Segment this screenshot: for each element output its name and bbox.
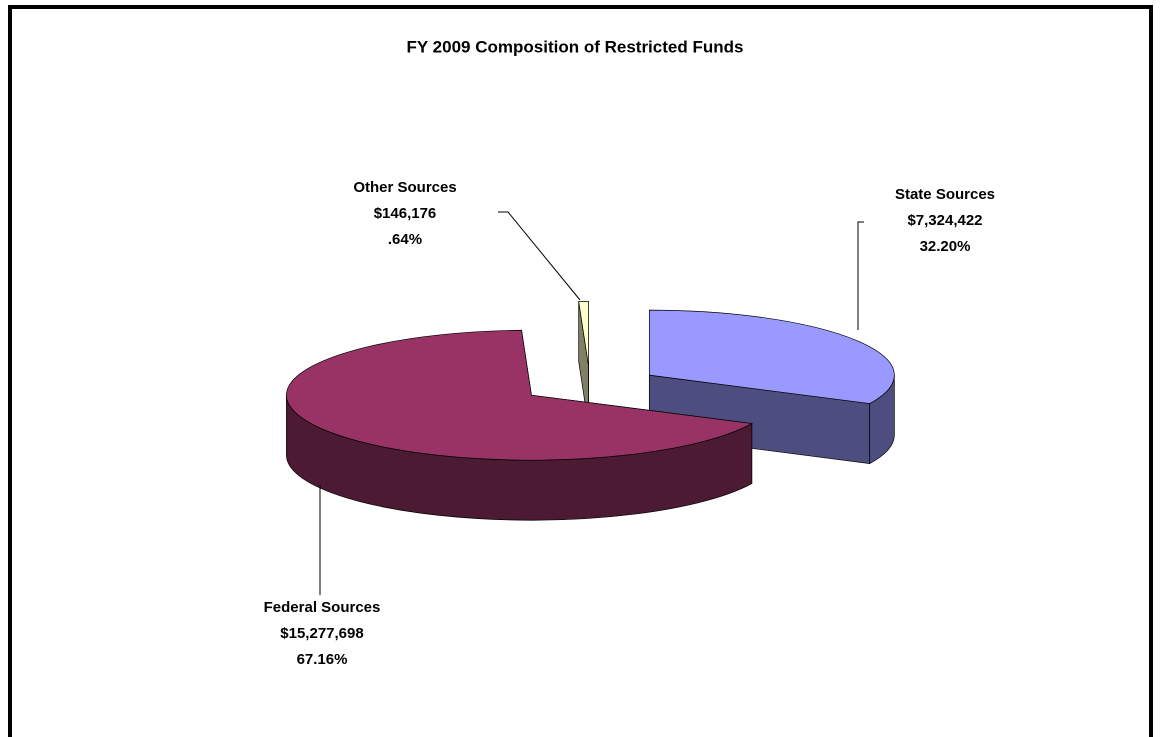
pie xyxy=(286,301,895,521)
data-label-name: Federal Sources xyxy=(264,599,381,616)
slice-top xyxy=(578,301,589,367)
data-label-value: $15,277,698 xyxy=(280,625,363,642)
chart-title: FY 2009 Composition of Restricted Funds xyxy=(407,37,744,56)
data-label-name: Other Sources xyxy=(353,179,456,196)
leader-line xyxy=(857,221,864,330)
data-label-name: State Sources xyxy=(895,186,995,203)
slice-top xyxy=(286,329,753,461)
slice xyxy=(578,301,589,427)
data-label-value: $146,176 xyxy=(374,205,437,222)
data-label-value: $7,324,422 xyxy=(907,212,982,229)
leader-line xyxy=(498,211,581,301)
slice xyxy=(286,329,753,521)
slice-top xyxy=(648,309,895,404)
data-label-percent: 67.16% xyxy=(297,651,348,668)
data-label-percent: 32.20% xyxy=(920,238,971,255)
data-label-percent: .64% xyxy=(388,231,422,248)
slice xyxy=(648,309,895,465)
